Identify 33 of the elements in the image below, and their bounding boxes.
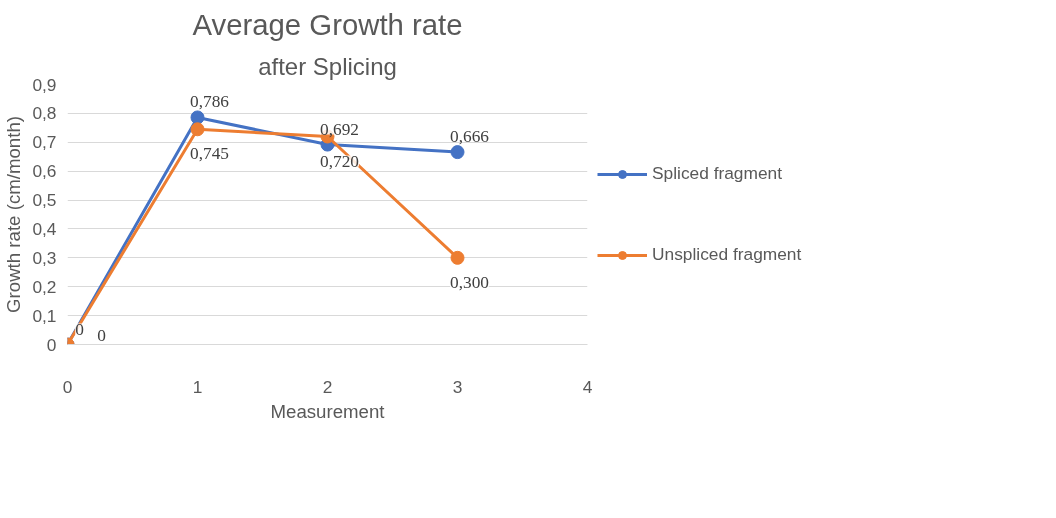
x-tick-label: 4 (582, 376, 593, 397)
data-label: 0 (97, 325, 106, 345)
data-label: 0,300 (450, 272, 490, 292)
y-tick-label: 0,7 (32, 132, 57, 153)
legend-label: Spliced fragment (652, 163, 783, 184)
x-tick-label: 3 (452, 376, 463, 397)
y-tick-label: 0,2 (32, 276, 57, 297)
y-tick-label: 0,1 (32, 305, 57, 326)
point (450, 145, 465, 160)
y-axis-title: Growth rate (cm/month) (3, 116, 25, 313)
x-tick-label: 2 (322, 376, 333, 397)
y-tick-label: 0,9 (32, 74, 57, 95)
y-tick-label: 0 (46, 334, 57, 355)
y-tick-label: 0,5 (32, 190, 57, 211)
data-label: 0,666 (450, 127, 490, 147)
data-label: 0,745 (190, 144, 230, 164)
y-tick-label: 0,3 (32, 247, 57, 268)
y-tick-label: 0,8 (32, 103, 57, 124)
data-label: 0,720 (320, 151, 360, 171)
x-tick-label: 1 (192, 376, 203, 397)
data-label: 0 (75, 319, 84, 339)
chart-subtitle: after Splicing (258, 52, 397, 80)
x-axis-title: Measurement (270, 400, 386, 422)
point (190, 122, 205, 137)
point (190, 110, 205, 125)
data-label: 0,786 (190, 92, 230, 112)
point (450, 250, 465, 265)
y-tick-label: 0,4 (32, 218, 57, 239)
chart-title: Average Growth rate (192, 7, 463, 41)
data-label: 0,692 (320, 119, 360, 139)
y-tick-label: 0,6 (32, 161, 57, 182)
legend-label: Unspliced fragment (652, 244, 802, 265)
x-tick-label: 0 (62, 376, 73, 397)
